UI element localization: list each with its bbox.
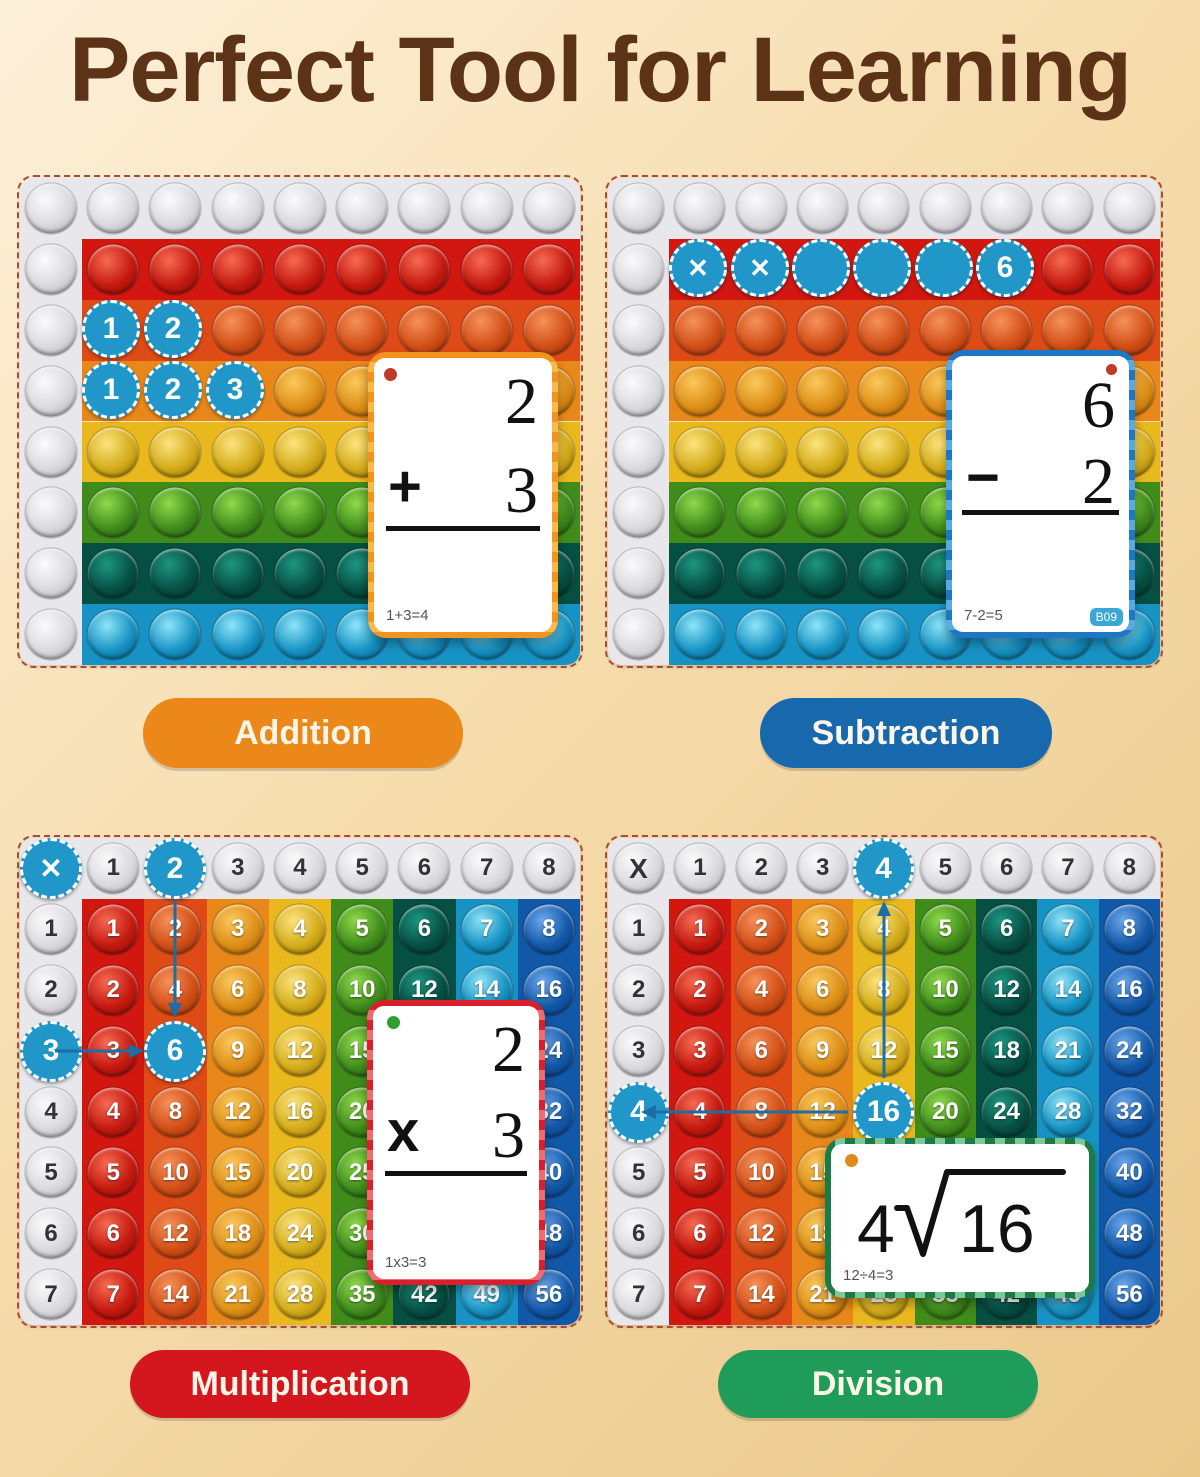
svg-text:4: 4 (857, 1191, 895, 1267)
svg-text:16: 16 (959, 1191, 1035, 1267)
